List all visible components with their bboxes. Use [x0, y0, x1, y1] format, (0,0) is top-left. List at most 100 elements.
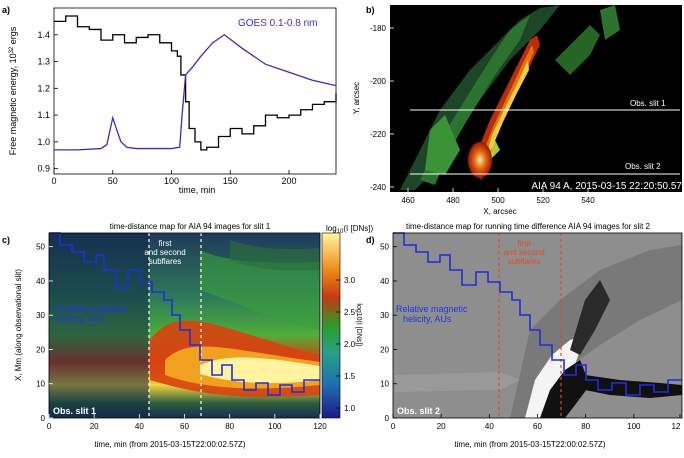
tick-label: 40 — [135, 422, 144, 431]
tick-label: 0 — [47, 422, 52, 431]
slit-2-label: Obs. slit 2 — [625, 162, 661, 171]
panel-c-label: c) — [2, 235, 10, 245]
panel-a-ylabel: Free magnetic energy, 1032 ergs — [8, 26, 18, 155]
tick-label: 20 — [90, 422, 99, 431]
tick-label: 20 — [36, 345, 45, 354]
helicity-label-c-2: helicity, AUs — [56, 314, 105, 324]
goes-series-line — [54, 33, 337, 151]
tick-label: 2.0 — [344, 340, 356, 349]
panel-a-series — [54, 15, 337, 151]
tick-label: 30 — [380, 311, 389, 320]
panel-c-ylabel: X, Mm (along observational slit) — [14, 269, 23, 381]
goes-legend: GOES 0.1-0.8 nm — [238, 18, 317, 29]
panel-b-label: b) — [366, 5, 375, 15]
panel-b: b) Obs. slit 1 Obs. slit 2 AIA 94 A, 201… — [352, 5, 682, 216]
tick-label: 40 — [485, 422, 494, 431]
tick-label: 0 — [391, 422, 396, 431]
td-map-slit1-features — [49, 233, 320, 418]
tick-label: 40 — [380, 277, 389, 286]
panel-d-title: time-distance map for running time diffe… — [406, 222, 651, 231]
tick-label: 150 — [223, 176, 238, 186]
subflare-annot-d-1: first — [518, 239, 532, 248]
tick-label: 1.0 — [37, 137, 50, 147]
subflare-annot-d-2: and second — [503, 248, 544, 257]
panel-c-yticks: 0 10 20 30 40 50 — [36, 243, 53, 423]
tick-label: 50 — [380, 243, 389, 252]
helicity-label-d-2: helicity, AUs — [403, 314, 452, 324]
tick-label: 80 — [225, 422, 234, 431]
tick-label: 30 — [36, 311, 45, 320]
tick-label: 10 — [380, 380, 389, 389]
tick-label: 2.5 — [344, 308, 356, 317]
tick-label: -220 — [370, 130, 387, 139]
panel-d: d) time-distance map for running time di… — [366, 222, 683, 449]
subflare-annot-2: and second — [144, 248, 185, 257]
helicity-label-d-1: Relative magnetic — [396, 304, 468, 314]
tick-label: 50 — [108, 176, 118, 186]
aia-caption: AIA 94 A, 2015-03-15 22:20:50.57 — [531, 181, 682, 192]
subflare-annot-3: subflares — [149, 257, 181, 266]
panel-c-xticks: 0 20 40 60 80 100 120 — [47, 414, 327, 431]
panel-c: c) time-distance map for AIA 94 images f… — [2, 222, 373, 449]
slit-1-label: Obs. slit 1 — [630, 99, 666, 108]
tick-label: 1.3 — [37, 57, 50, 67]
tick-label: 500 — [491, 196, 505, 205]
colorbar-ticks: 1.0 1.5 2.0 2.5 3.0 — [336, 276, 356, 413]
tick-label: -240 — [370, 183, 387, 192]
tick-label: 460 — [401, 196, 415, 205]
tick-label: 3.0 — [344, 276, 356, 285]
tick-label: -180 — [370, 24, 387, 33]
tick-label: 12 — [672, 422, 681, 431]
subflare-annot-1: first — [159, 239, 173, 248]
subflare-annot-d-3: subflares — [508, 257, 540, 266]
tick-label: 1.5 — [344, 372, 356, 381]
tick-label: 1.4 — [37, 30, 50, 40]
panel-a-label: a) — [2, 5, 10, 15]
tick-label: 480 — [446, 196, 460, 205]
slit-label-d: Obs. slit 2 — [397, 406, 440, 416]
energy-series-line — [54, 15, 337, 151]
tick-label: 0 — [51, 176, 56, 186]
colorbar-title: log10(I [DNs]) — [326, 224, 373, 235]
tick-label: 540 — [581, 196, 595, 205]
tick-label: 0 — [41, 414, 46, 423]
panel-c-title: time-distance map for AIA 94 images for … — [110, 222, 271, 231]
helicity-curve-c — [49, 232, 320, 396]
tick-label: 0.9 — [37, 164, 50, 174]
panel-a-frame — [53, 7, 337, 175]
tick-label: 40 — [36, 277, 45, 286]
helicity-label-c-1: Relative magnetic — [56, 304, 128, 314]
tick-label: 520 — [536, 196, 550, 205]
panel-b-xticks: 460 480 500 520 540 — [401, 188, 595, 205]
tick-label: 200 — [281, 176, 296, 186]
tick-label: -200 — [370, 77, 387, 86]
panel-c-xlabel: time, min (from 2015-03-15T22:00:02.57Z) — [94, 440, 246, 449]
panel-a: a) 0 50 100 150 200 0.9 1.0 1.1 1.2 1.3 1.4 time,… — [2, 5, 337, 195]
tick-label: 100 — [627, 422, 641, 431]
panel-d-xticks: 0 20 40 60 80 100 12 — [391, 414, 681, 431]
tick-label: 80 — [581, 422, 590, 431]
tick-label: 1.2 — [37, 83, 50, 93]
panel-d-xlabel: time, min (from 2015-03-15T22:00:02.57Z) — [454, 440, 606, 449]
panel-a-xlabel: time, min — [179, 185, 216, 195]
tick-label: 20 — [380, 345, 389, 354]
panel-a-yticks: 0.9 1.0 1.1 1.2 1.3 1.4 — [37, 30, 58, 174]
tick-label: 60 — [180, 422, 189, 431]
tick-label: 50 — [36, 243, 45, 252]
tick-label: 120 — [313, 422, 327, 431]
tick-label: 0 — [385, 414, 390, 423]
tick-label: 60 — [533, 422, 542, 431]
panel-b-ylabel: Y, arcsec — [352, 82, 361, 114]
helicity-curve-d — [393, 232, 682, 396]
colorbar-axis-label: log10(I [DNs]) — [355, 303, 362, 346]
colorbar — [321, 232, 341, 419]
tick-label: 100 — [164, 176, 179, 186]
tick-label: 1.0 — [344, 404, 356, 413]
tick-label: 100 — [268, 422, 282, 431]
panel-b-yticks: -180 -200 -220 -240 — [370, 24, 394, 192]
tick-label: 1.1 — [37, 110, 50, 120]
panel-d-yticks: 0 10 20 30 40 50 — [380, 243, 397, 423]
panel-d-label: d) — [366, 235, 375, 245]
panel-a-xticks: 0 50 100 150 200 — [51, 170, 297, 186]
